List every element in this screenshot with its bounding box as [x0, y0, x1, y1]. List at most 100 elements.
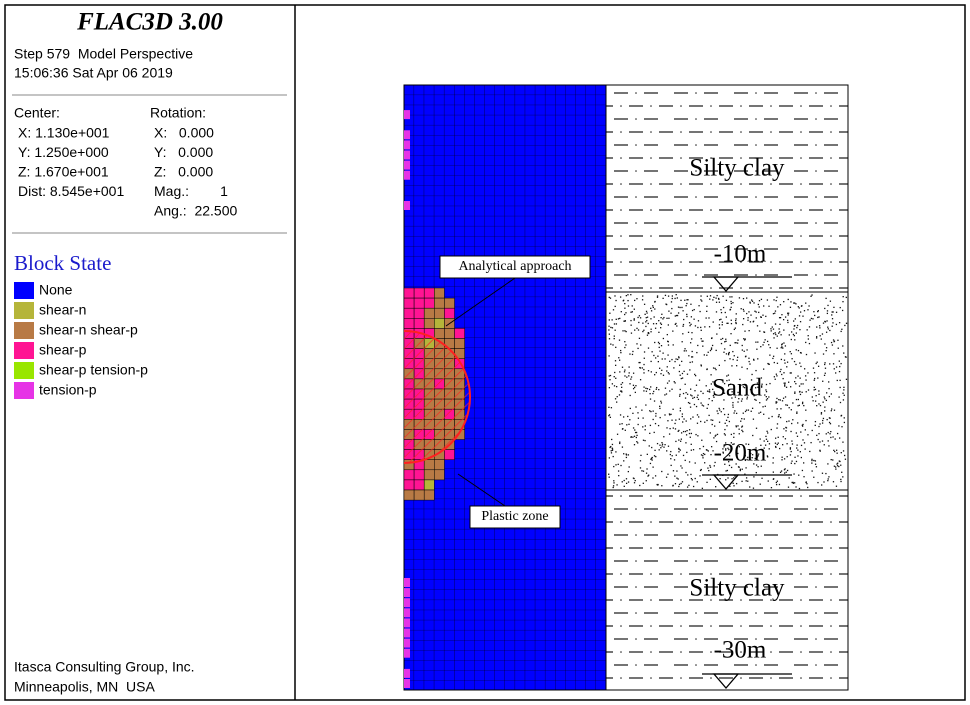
sand-dot [691, 479, 693, 481]
sand-dot [728, 455, 731, 457]
sand-dot [678, 451, 680, 453]
sand-dot [793, 320, 795, 322]
sand-dot [672, 427, 674, 429]
sand-dot [797, 449, 799, 451]
sand-dot [754, 387, 757, 389]
sand-dot [646, 319, 648, 322]
sand-dot [618, 357, 620, 359]
sand-dot [775, 333, 777, 336]
sand-dot [717, 412, 719, 415]
sand-dot [643, 372, 645, 374]
sand-dot [630, 378, 632, 380]
sand-dot [824, 398, 826, 400]
sand-dot [735, 482, 738, 485]
sand-dot [785, 386, 788, 388]
sand-dot [637, 442, 639, 444]
sand-dot [718, 319, 721, 321]
sand-dot [692, 416, 694, 418]
sand-dot [843, 454, 846, 457]
sand-dot [798, 474, 800, 476]
sand-dot [832, 459, 834, 461]
sand-dot [784, 316, 787, 318]
tension-cell [404, 201, 410, 210]
sand-dot [786, 469, 789, 472]
sand-dot [819, 449, 821, 451]
sand-dot [640, 344, 642, 346]
sand-dot [819, 423, 821, 425]
sand-dot [715, 311, 718, 313]
sand-dot [664, 358, 666, 360]
sand-dot [766, 430, 768, 432]
sand-dot [625, 482, 628, 485]
sand-dot [747, 319, 749, 321]
sand-dot [614, 398, 617, 400]
sand-dot [771, 415, 773, 418]
sand-dot [745, 355, 747, 357]
zone-cell [444, 449, 455, 460]
zone-cell [403, 469, 415, 481]
sand-dot [630, 332, 633, 334]
sand-dot [655, 322, 658, 325]
sand-dot [683, 350, 685, 352]
sand-dot [639, 460, 642, 462]
sand-dot [757, 466, 759, 468]
sand-dot [677, 478, 679, 480]
sand-dot [753, 476, 755, 478]
sand-dot [724, 359, 726, 362]
sand-dot [755, 427, 758, 429]
sand-dot [722, 452, 725, 454]
legend-swatch [14, 322, 34, 339]
sand-dot [737, 401, 739, 403]
sand-dot [652, 392, 654, 395]
sand-dot [642, 322, 644, 324]
sand-dot [726, 425, 728, 427]
sand-dot [802, 383, 804, 385]
sand-dot [653, 316, 655, 318]
sand-dot [791, 358, 793, 360]
sand-dot [723, 399, 725, 401]
sand-dot [829, 363, 831, 365]
sand-dot [757, 358, 759, 360]
sand-dot [629, 419, 631, 421]
sand-dot [701, 340, 703, 342]
sand-dot [802, 439, 804, 441]
sand-dot [654, 422, 657, 425]
sand-dot [672, 408, 674, 410]
sand-dot [623, 313, 626, 316]
sand-dot [657, 341, 660, 344]
sand-dot [704, 326, 706, 328]
sand-dot [725, 470, 727, 472]
sand-dot [719, 409, 721, 411]
sand-dot [682, 325, 684, 327]
sand-dot [825, 331, 828, 333]
sand-dot [610, 452, 613, 454]
sand-dot [674, 323, 676, 326]
sand-texture [608, 294, 848, 490]
sand-dot [776, 296, 778, 298]
sand-dot [774, 445, 777, 448]
sand-dot [731, 397, 733, 399]
sand-dot [800, 365, 802, 368]
sand-dot [747, 443, 750, 446]
sand-dot [838, 370, 841, 373]
sand-dot [692, 485, 695, 488]
sand-dot [784, 384, 786, 386]
sand-dot [608, 375, 610, 377]
sand-dot [700, 364, 702, 366]
sand-dot [747, 480, 749, 482]
sand-dot [628, 372, 630, 374]
sand-dot [620, 349, 622, 352]
sand-dot [681, 341, 683, 343]
zone-cell [413, 489, 425, 501]
sand-dot [759, 438, 761, 440]
sand-dot [624, 346, 626, 349]
sand-dot [820, 413, 823, 415]
sand-dot [716, 333, 718, 335]
sand-dot [826, 320, 828, 322]
sand-dot [817, 438, 819, 441]
sand-dot [796, 412, 798, 415]
sand-dot [610, 445, 612, 448]
legend-label: tension-p [39, 382, 97, 398]
sand-dot [671, 307, 673, 310]
sand-dot [720, 338, 722, 341]
